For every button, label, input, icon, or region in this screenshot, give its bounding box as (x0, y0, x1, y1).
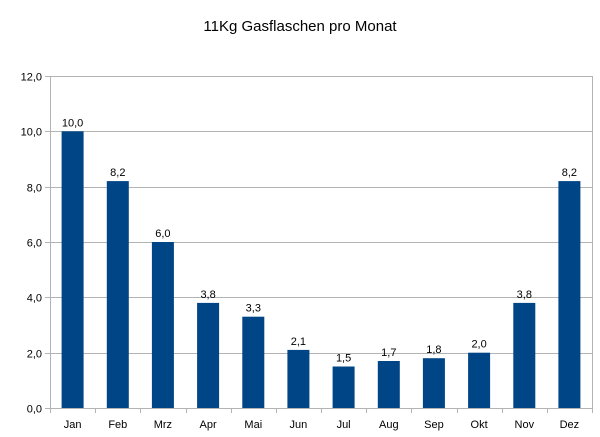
x-tick-labels: Jan Feb Mrz Apr Mai Jun Jul Aug Sep Okt Nov Dez (64, 419, 579, 431)
bar-okt (468, 352, 491, 408)
y-tick-label: 8,0 (27, 183, 42, 195)
bar-jun (287, 349, 310, 408)
data-label: 2,0 (471, 339, 486, 351)
gridlines (50, 76, 592, 409)
x-tick-label: Feb (108, 419, 127, 431)
x-tick-label: Nov (515, 419, 535, 431)
data-label: 3,3 (246, 303, 261, 315)
y-tick-labels: 0,0 2,0 4,0 6,0 8,0 10,0 12,0 (21, 72, 42, 416)
bar-sep (422, 358, 445, 408)
data-labels: 10,0 8,2 6,0 3,8 3,3 2,1 1,5 1,7 1,8 2,0 3,8 8,2 (62, 117, 577, 364)
y-tick-label: 10,0 (21, 127, 42, 139)
data-label: 1,8 (426, 344, 441, 356)
data-label: 8,2 (110, 167, 125, 179)
data-label: 3,8 (517, 289, 532, 301)
bar-nov (513, 302, 536, 408)
x-tick-label: Mrz (154, 419, 172, 431)
y-tick-label: 0,0 (27, 404, 42, 416)
x-tick-label: Jun (290, 419, 308, 431)
x-tick-label: Aug (379, 419, 399, 431)
bar-feb (106, 181, 129, 408)
bar-jul (332, 366, 355, 408)
y-tick-label: 6,0 (27, 238, 42, 250)
bar-mrz (151, 242, 174, 408)
data-label: 2,1 (291, 336, 306, 348)
bar-dez (558, 181, 581, 408)
data-label: 8,2 (562, 167, 577, 179)
x-tick-label: Jan (64, 419, 82, 431)
data-label: 1,5 (336, 353, 351, 365)
bar-mai (242, 316, 265, 408)
x-tick-label: Mai (244, 419, 262, 431)
bar-jan (61, 131, 84, 409)
y-tick-label: 2,0 (27, 349, 42, 361)
x-tick-label: Okt (471, 419, 488, 431)
chart-title: 11Kg Gasflaschen pro Monat (203, 18, 397, 35)
x-tick-label: Apr (200, 419, 217, 431)
x-tick-label: Jul (337, 419, 351, 431)
data-label: 10,0 (62, 117, 83, 129)
x-tick-label: Sep (424, 419, 444, 431)
axes (45, 76, 593, 413)
bar-apr (197, 302, 220, 408)
data-label: 6,0 (155, 228, 170, 240)
x-tick-label: Dez (560, 419, 580, 431)
data-label: 1,7 (381, 347, 396, 359)
data-label: 3,8 (200, 289, 215, 301)
bar-aug (377, 361, 400, 408)
y-tick-label: 4,0 (27, 293, 42, 305)
y-tick-label: 12,0 (21, 72, 42, 84)
bars (61, 131, 581, 409)
